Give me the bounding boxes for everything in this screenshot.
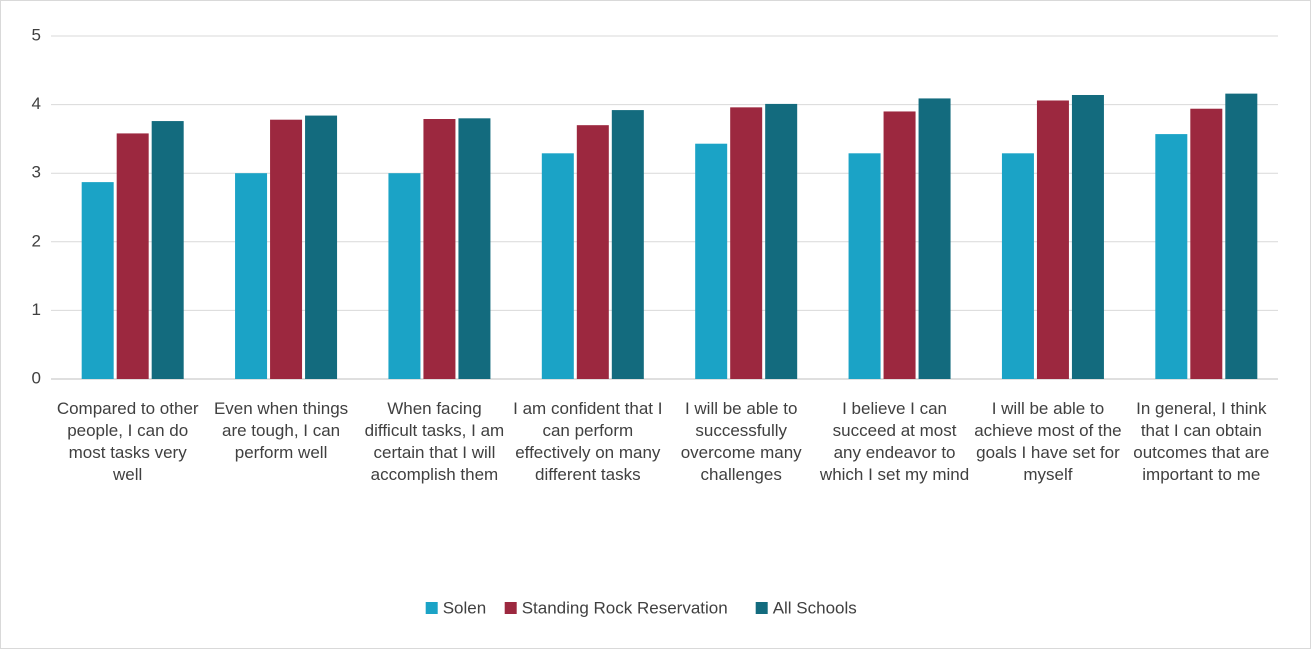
bar: [1001, 153, 1034, 379]
x-tick-label: I will be able to successfully overcome …: [680, 399, 802, 484]
legend-label: Standing Rock Reservation: [522, 598, 728, 617]
bar: [1225, 93, 1258, 380]
x-tick-label: When facing difficult tasks, I am certai…: [364, 399, 505, 484]
bar: [458, 118, 491, 379]
bar: [730, 107, 763, 380]
bar: [116, 133, 149, 379]
bar: [270, 119, 303, 379]
bar: [1190, 108, 1223, 379]
y-tick-label: 4: [32, 94, 41, 113]
x-tick-label: In general, I think that I can obtain ou…: [1133, 399, 1270, 484]
bar: [611, 110, 644, 379]
bar: [541, 153, 574, 379]
bar: [1071, 94, 1104, 379]
legend-swatch: [755, 602, 768, 614]
x-tick-label: Even when things are tough, I can perfor…: [213, 399, 349, 462]
legend-label: All Schools: [773, 598, 857, 617]
bar: [1036, 100, 1069, 379]
bar: [883, 111, 916, 380]
legend-label: Solen: [443, 598, 486, 617]
bar: [1155, 134, 1188, 379]
bar: [151, 121, 184, 380]
x-tick-label: I am confident that I can perform effect…: [513, 399, 663, 484]
y-tick-label: 3: [32, 163, 41, 182]
bar: [235, 173, 268, 379]
bar: [848, 153, 881, 379]
bar: [81, 182, 114, 379]
bar: [576, 125, 609, 380]
y-tick-label: 5: [32, 25, 41, 44]
y-tick-label: 0: [32, 368, 41, 387]
bar: [695, 143, 728, 379]
bar: [423, 119, 456, 380]
y-tick-label: 1: [32, 300, 41, 319]
x-tick-label: Compared to other people, I can do most …: [56, 399, 199, 484]
x-tick-label: I will be able to achieve most of the go…: [974, 399, 1122, 484]
bar: [305, 115, 338, 380]
bar: [918, 98, 951, 380]
bar: [765, 103, 798, 379]
legend-swatch: [504, 602, 517, 614]
x-tick-label: I believe I can succeed at most any ende…: [819, 399, 970, 484]
legend-swatch: [425, 602, 438, 614]
bar: [388, 173, 421, 379]
y-tick-label: 2: [32, 231, 41, 250]
